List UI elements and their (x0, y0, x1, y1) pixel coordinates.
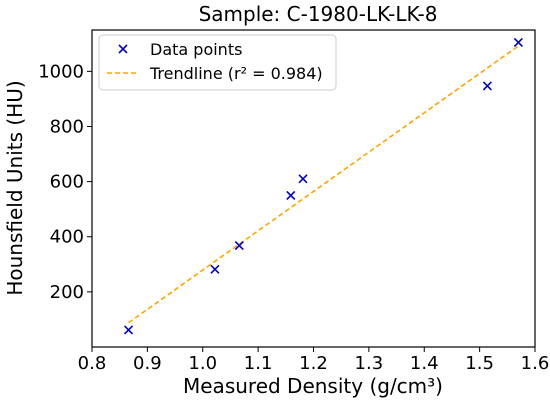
chart-title: Sample: C-1980-LK-LK-8 (199, 2, 438, 26)
y-tick-label: 1000 (38, 61, 84, 82)
data-point (234, 240, 244, 251)
x-tick-label: 1.2 (299, 353, 328, 374)
y-axis-label: Hounsfield Units (HU) (3, 80, 27, 295)
x-axis-label: Measured Density (g/cm³) (183, 374, 443, 398)
x-tick-label: 1.4 (410, 353, 439, 374)
x-tick-label: 1.6 (521, 353, 550, 374)
legend-x-marker (118, 44, 128, 54)
data-point (210, 264, 220, 274)
legend-marker-data-points (118, 44, 128, 54)
y-tick-label: 200 (50, 282, 84, 303)
legend: Data points Trendline (r² = 0.984) (98, 34, 337, 91)
x-tick-label: 1.0 (188, 353, 217, 374)
y-tick-label: 800 (50, 116, 84, 137)
data-points-series (123, 37, 523, 335)
x-tick-label: 1.5 (465, 353, 494, 374)
y-axis: 200 400 600 800 1000 (38, 61, 92, 303)
legend-frame (98, 34, 337, 91)
x-tick-label: 0.8 (78, 353, 107, 374)
x-axis: 0.8 0.9 1.0 1.1 1.2 1.3 1.4 1.5 1.6 (78, 347, 550, 374)
data-point (286, 190, 296, 200)
data-point (482, 81, 492, 91)
legend-label-data-points: Data points (150, 40, 242, 59)
legend-label-trendline: Trendline (r² = 0.984) (149, 64, 323, 83)
data-point (513, 37, 523, 47)
x-tick-label: 1.1 (244, 353, 273, 374)
data-point (123, 325, 134, 335)
x-tick-label: 1.3 (355, 353, 384, 374)
y-tick-label: 600 (50, 172, 84, 193)
data-point (298, 174, 308, 184)
x-tick-label: 0.9 (133, 353, 162, 374)
y-tick-label: 400 (50, 227, 84, 248)
